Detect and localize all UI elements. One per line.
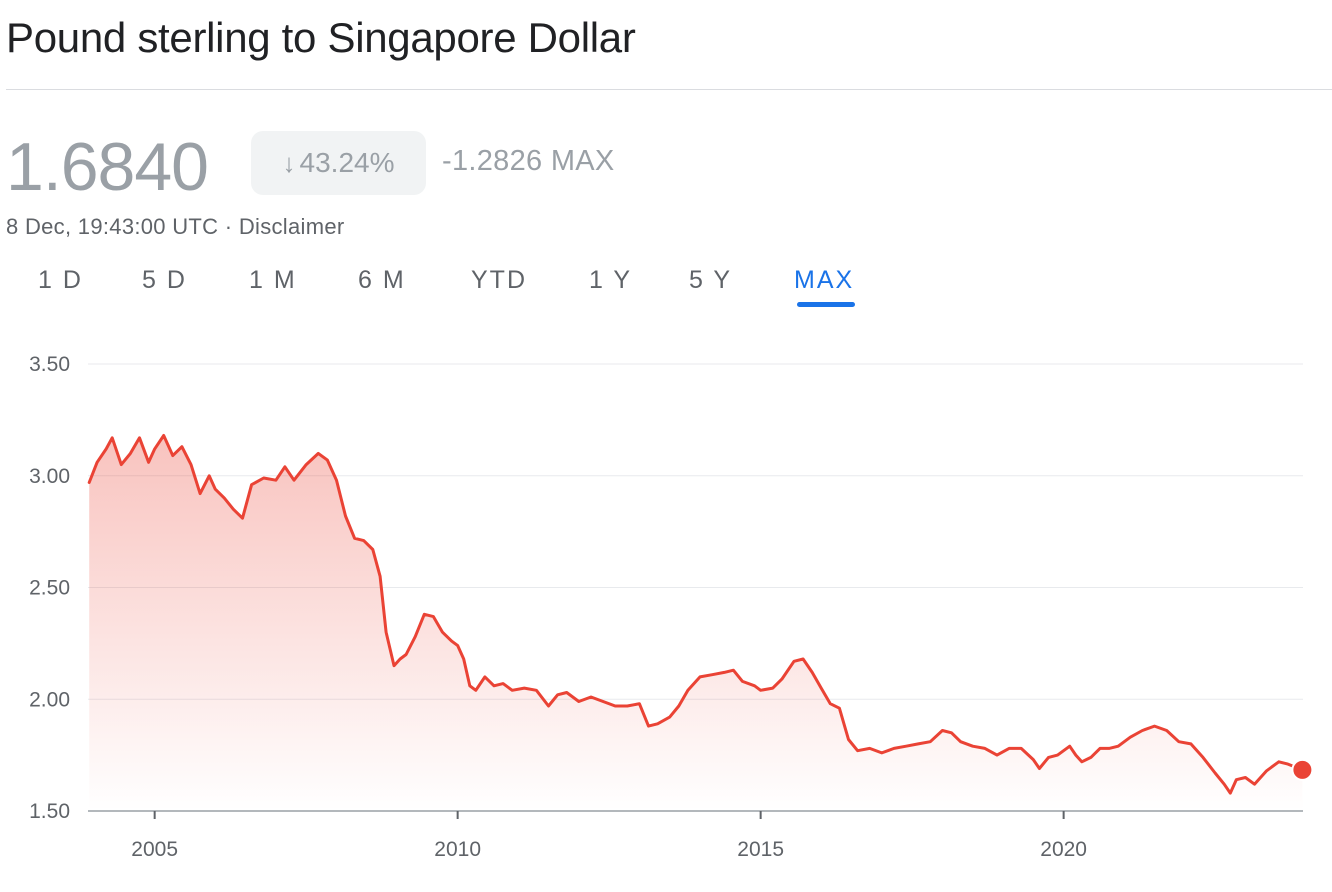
y-tick-label: 2.00 (29, 688, 70, 711)
percent-change-value: 43.24% (299, 147, 395, 178)
tab-1y[interactable]: 1 Y (589, 266, 633, 294)
x-tick-label: 2020 (1040, 838, 1087, 861)
exchange-rate-chart[interactable]: 3.50 3.00 2.50 2.00 1.50 2005 2010 2015 2020 (0, 330, 1332, 890)
tab-5d[interactable]: 5 D (142, 266, 187, 294)
y-tick-label: 3.50 (29, 353, 70, 376)
tab-1m[interactable]: 1 M (249, 266, 297, 294)
meta-separator: · (218, 214, 239, 239)
range-tabs: 1 D 5 D 1 M 6 M YTD 1 Y 5 Y MAX (0, 266, 900, 316)
arrow-down-icon: ↓ (282, 147, 296, 178)
series-line (87, 434, 1304, 795)
page-title: Pound sterling to Singapore Dollar (6, 14, 636, 61)
x-tick-label: 2005 (131, 838, 178, 861)
tab-1d[interactable]: 1 D (38, 266, 83, 294)
timestamp: 8 Dec, 19:43:00 UTC (6, 214, 219, 239)
x-tick-label: 2015 (737, 838, 784, 861)
x-tick-label: 2010 (434, 838, 481, 861)
percent-change-badge: ↓ 43.24% (251, 131, 426, 195)
current-value-marker (1291, 758, 1314, 781)
tab-max[interactable]: MAX (794, 266, 855, 294)
tab-5y[interactable]: 5 Y (689, 266, 733, 294)
active-tab-indicator (797, 302, 855, 307)
current-price: 1.6840 (6, 129, 209, 205)
header-divider (6, 89, 1332, 90)
quote-meta: 8 Dec, 19:43:00 UTC · Disclaimer (6, 214, 345, 240)
tab-ytd[interactable]: YTD (471, 266, 527, 294)
y-tick-label: 1.50 (29, 800, 70, 823)
disclaimer-link[interactable]: Disclaimer (238, 214, 345, 239)
y-tick-label: 2.50 (29, 577, 70, 600)
series-area (89, 435, 1303, 811)
absolute-change: -1.2826 MAX (442, 145, 615, 177)
tab-6m[interactable]: 6 M (358, 266, 406, 294)
y-tick-label: 3.00 (29, 465, 70, 488)
